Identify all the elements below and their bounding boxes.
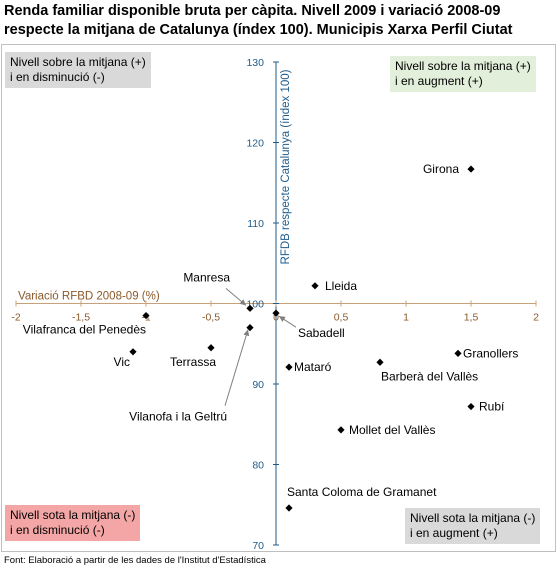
data-point-label: Santa Coloma de Gramanet (287, 485, 437, 499)
quadrant-top-right-line2: i en augment (+) (395, 74, 483, 88)
x-tick-label: 2 (533, 312, 539, 324)
quadrant-bottom-right-line1: Nivell sota la mitjana (-) (410, 511, 536, 525)
chart-title-line2: respecte la mitjana de Catalunya (índex … (4, 22, 513, 38)
x-axis-title: Variació RFBD 2008-09 (%) (18, 291, 160, 303)
leader-line (278, 315, 297, 328)
data-point (376, 358, 384, 366)
x-tick-label: -1,5 (72, 312, 90, 324)
data-point-label: Mataró (294, 360, 332, 374)
y-tick-label: 80 (252, 460, 264, 472)
quadrant-bottom-right-line2: i en augment (+) (410, 526, 498, 540)
data-point (285, 363, 293, 371)
data-point-label: Rubí (479, 400, 505, 414)
x-tick-label: -0,5 (202, 312, 220, 324)
data-point (454, 349, 462, 358)
data-point (467, 402, 475, 411)
chart-title-line1: Renda familiar disponible bruta per càpi… (4, 3, 501, 19)
data-point (246, 304, 254, 312)
y-tick-label: 90 (252, 379, 264, 391)
quadrant-bottom-left: Nivell sota la mitjana (-) i en disminuc… (5, 505, 141, 541)
chart-frame (1, 44, 556, 552)
quadrant-top-left-line1: Nivell sobre la mitjana (+) (10, 55, 146, 69)
y-tick-label: 130 (246, 57, 264, 69)
x-tick-label: 0,5 (334, 312, 349, 324)
quadrant-top-left-line2: i en disminució (-) (10, 70, 105, 84)
y-tick-label: 110 (247, 218, 264, 230)
data-point (207, 344, 215, 352)
y-tick-label: 120 (246, 138, 264, 150)
data-point-label: Barberà del Vallès (381, 369, 478, 383)
data-point-label: Girona (423, 162, 459, 176)
x-tick-label: 1,5 (464, 312, 479, 324)
data-point (467, 165, 475, 173)
data-point (142, 311, 150, 320)
quadrant-top-right-line1: Nivell sobre la mitjana (+) (395, 59, 531, 73)
quadrant-bottom-right: Nivell sota la mitjana (-) i en augment … (405, 508, 541, 544)
data-point-label: Mollet del Vallès (349, 423, 435, 437)
x-tick-label: -2 (11, 312, 20, 324)
x-tick-label: 0 (273, 312, 279, 324)
data-point-label: Granollers (463, 346, 518, 360)
data-point-label: Sabadell (298, 326, 345, 340)
data-point-label: Vic (114, 355, 130, 369)
y-axis-title: RFDB respecte Catalunya (índex 100) (280, 69, 292, 264)
data-point-label: Terrassa (170, 355, 216, 369)
quadrant-bottom-left-line1: Nivell sota la mitjana (-) (10, 508, 136, 522)
data-point-label: Vilanofa i la Geltrú (129, 410, 227, 424)
data-point (129, 348, 137, 356)
quadrant-top-right: Nivell sobre la mitjana (+) i en augment… (390, 56, 536, 92)
data-point (246, 324, 254, 332)
y-tick-label: 70 (252, 540, 264, 552)
data-point (337, 426, 345, 434)
source-note: Font: Elaboració a partir de les dades d… (4, 555, 266, 566)
leader-line (224, 329, 250, 406)
chart-title: Renda familiar disponible bruta per càpi… (4, 2, 558, 40)
data-point-label: Vilafranca del Penedès (23, 323, 146, 337)
quadrant-top-left: Nivell sobre la mitjana (+) i en disminu… (5, 52, 151, 88)
quadrant-bottom-left-line2: i en disminució (-) (10, 523, 105, 537)
data-point (311, 282, 319, 290)
data-point (285, 504, 293, 512)
data-point (272, 309, 280, 317)
x-tick-label: 1 (403, 312, 409, 324)
leader-line (225, 287, 247, 306)
data-point-label: Manresa (183, 270, 230, 284)
data-point-label: Lleida (325, 279, 357, 293)
